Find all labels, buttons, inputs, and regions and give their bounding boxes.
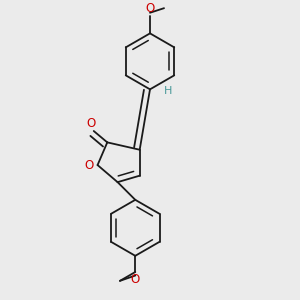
Text: O: O [130,273,140,286]
Text: O: O [87,117,96,130]
Text: O: O [84,159,93,172]
Text: O: O [146,2,154,15]
Text: H: H [164,86,172,96]
